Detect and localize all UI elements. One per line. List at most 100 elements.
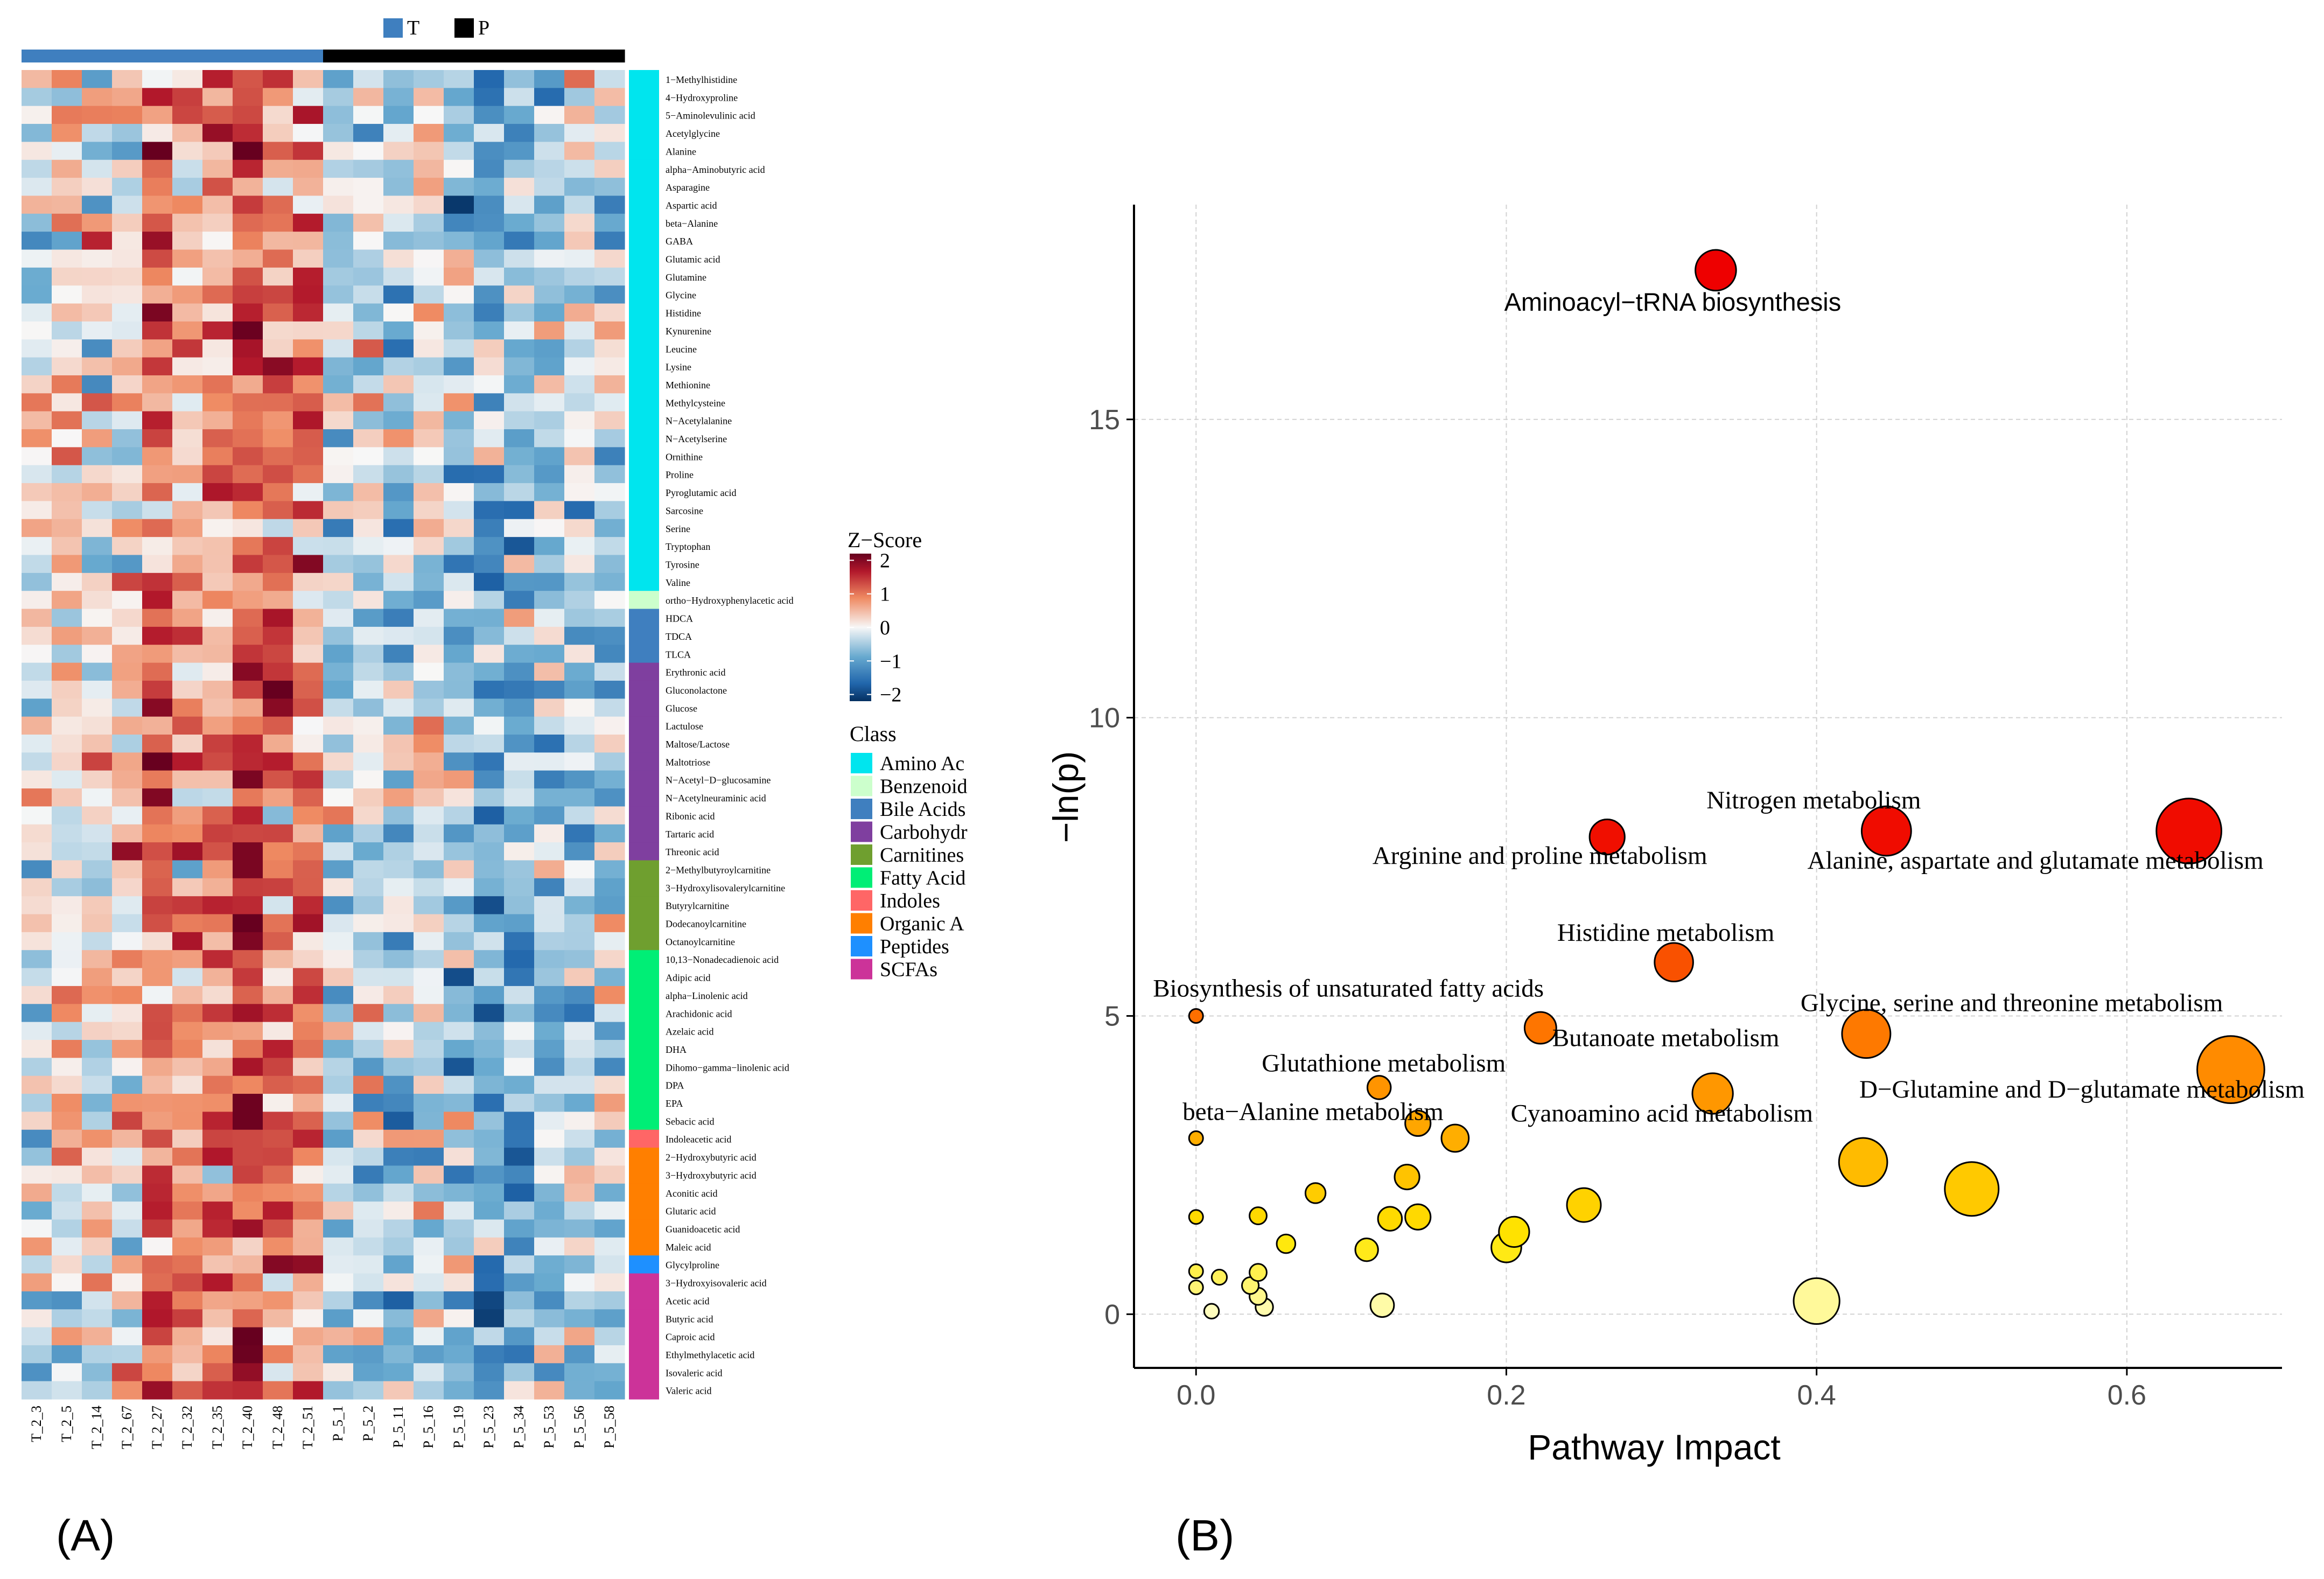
class-bar-cell-indoleacetic-acid <box>629 1129 659 1148</box>
heatmap-cell <box>172 357 203 376</box>
heatmap-cell <box>414 321 444 340</box>
heatmap-cell <box>293 483 324 502</box>
heatmap-cell <box>353 519 384 537</box>
heatmap-cell <box>323 195 354 214</box>
heatmap-cell <box>293 716 324 735</box>
heatmap-cell <box>383 788 414 807</box>
row-label-dpa: DPA <box>666 1080 684 1091</box>
heatmap-cell <box>82 375 113 394</box>
heatmap-cell <box>142 1255 173 1274</box>
heatmap-cell <box>82 1381 113 1400</box>
heatmap-cell <box>414 178 444 197</box>
heatmap-cell <box>202 465 233 484</box>
heatmap-cell <box>564 1165 595 1184</box>
heatmap-cell <box>474 914 505 933</box>
heatmap-cell <box>594 429 625 448</box>
heatmap-cell <box>383 986 414 1004</box>
heatmap-cell <box>504 1148 535 1166</box>
heatmap-cell <box>504 232 535 250</box>
class-bar-cell-dha <box>629 1039 659 1058</box>
row-label-3-hydroxyisovaleric-acid: 3−Hydroxyisovaleric acid <box>666 1278 767 1289</box>
y-tick-label: 10 <box>1089 703 1120 734</box>
heatmap-cell <box>233 698 263 717</box>
heatmap-cell <box>233 788 263 807</box>
heatmap-cell <box>504 70 535 88</box>
heatmap-cell <box>534 1058 565 1077</box>
heatmap-cell <box>82 178 113 197</box>
heatmap-cell <box>594 88 625 107</box>
heatmap-cell <box>353 572 384 591</box>
heatmap-cell <box>474 537 505 556</box>
heatmap-cell <box>112 1381 143 1400</box>
heatmap-cell <box>594 788 625 807</box>
class-bar-cell-maltotriose <box>629 752 659 771</box>
heatmap-cell <box>82 339 113 358</box>
heatmap-cell <box>233 70 263 88</box>
heatmap-cell <box>263 1291 293 1310</box>
heatmap-cell <box>444 178 474 197</box>
heatmap-cell <box>112 591 143 610</box>
heatmap-cell <box>564 842 595 861</box>
heatmap-cell <box>172 986 203 1004</box>
class-bar-cell-n-acetylserine <box>629 429 659 448</box>
heatmap-cell <box>202 1309 233 1328</box>
heatmap-cell <box>172 213 203 232</box>
heatmap-cell <box>82 267 113 286</box>
row-label-ribonic-acid: Ribonic acid <box>666 811 715 821</box>
heatmap-cell <box>82 429 113 448</box>
heatmap-cell <box>383 609 414 627</box>
heatmap-cell <box>353 555 384 574</box>
heatmap-cell <box>112 213 143 232</box>
heatmap-cell <box>323 321 354 340</box>
heatmap-cell <box>293 1327 324 1346</box>
heatmap-cell <box>444 680 474 699</box>
heatmap-cell <box>202 1291 233 1310</box>
heatmap-cell <box>534 249 565 268</box>
heatmap-cell <box>564 1345 595 1364</box>
row-label-glucose: Glucose <box>666 703 697 714</box>
heatmap-cell <box>594 896 625 915</box>
heatmap-cell <box>594 878 625 897</box>
heatmap-cell <box>202 591 233 610</box>
class-bar-cell-sarcosine <box>629 501 659 520</box>
heatmap-cell <box>202 788 233 807</box>
heatmap-cell <box>82 1165 113 1184</box>
column-label-p-5-56: P_5_56 <box>571 1406 587 1448</box>
heatmap-cell <box>323 842 354 861</box>
heatmap-cell <box>414 645 444 663</box>
heatmap-cell <box>52 770 82 789</box>
heatmap-cell <box>202 932 233 951</box>
heatmap-cell <box>142 465 173 484</box>
heatmap-cell <box>594 1255 625 1274</box>
heatmap-cell <box>112 249 143 268</box>
class-bar-cell-ribonic-acid <box>629 806 659 825</box>
heatmap-cell <box>353 770 384 789</box>
heatmap-cell <box>383 770 414 789</box>
label-biosynthesis-of-unsaturated-fatty-acids: Biosynthesis of unsaturated fatty acids <box>1153 974 1544 1002</box>
heatmap-cell <box>323 1219 354 1238</box>
column-label-t-2-27: T_2_27 <box>149 1406 165 1449</box>
heatmap-cell <box>233 1112 263 1130</box>
heatmap-cell <box>142 1327 173 1346</box>
heatmap-cell <box>414 716 444 735</box>
heatmap-cell <box>564 159 595 178</box>
heatmap-cell <box>383 1165 414 1184</box>
heatmap-cell <box>202 609 233 627</box>
class-legend-swatch-benzenoids <box>851 775 872 797</box>
class-bar-cell-3-hydroxyisovaleric-acid <box>629 1273 659 1292</box>
heatmap-cell <box>22 1165 52 1184</box>
heatmap-cell <box>22 1381 52 1400</box>
heatmap-cell <box>112 339 143 358</box>
heatmap-cell <box>444 806 474 825</box>
heatmap-cell <box>474 1165 505 1184</box>
row-label-dodecanoylcarnitine: Dodecanoylcarnitine <box>666 919 746 930</box>
class-bar-cell-valine <box>629 572 659 591</box>
heatmap-cell <box>594 735 625 753</box>
heatmap-cell <box>22 1309 52 1328</box>
heatmap-cell <box>564 1237 595 1256</box>
heatmap-cell <box>534 321 565 340</box>
heatmap-cell <box>594 932 625 951</box>
heatmap-cell <box>323 1327 354 1346</box>
heatmap-cell <box>534 896 565 915</box>
